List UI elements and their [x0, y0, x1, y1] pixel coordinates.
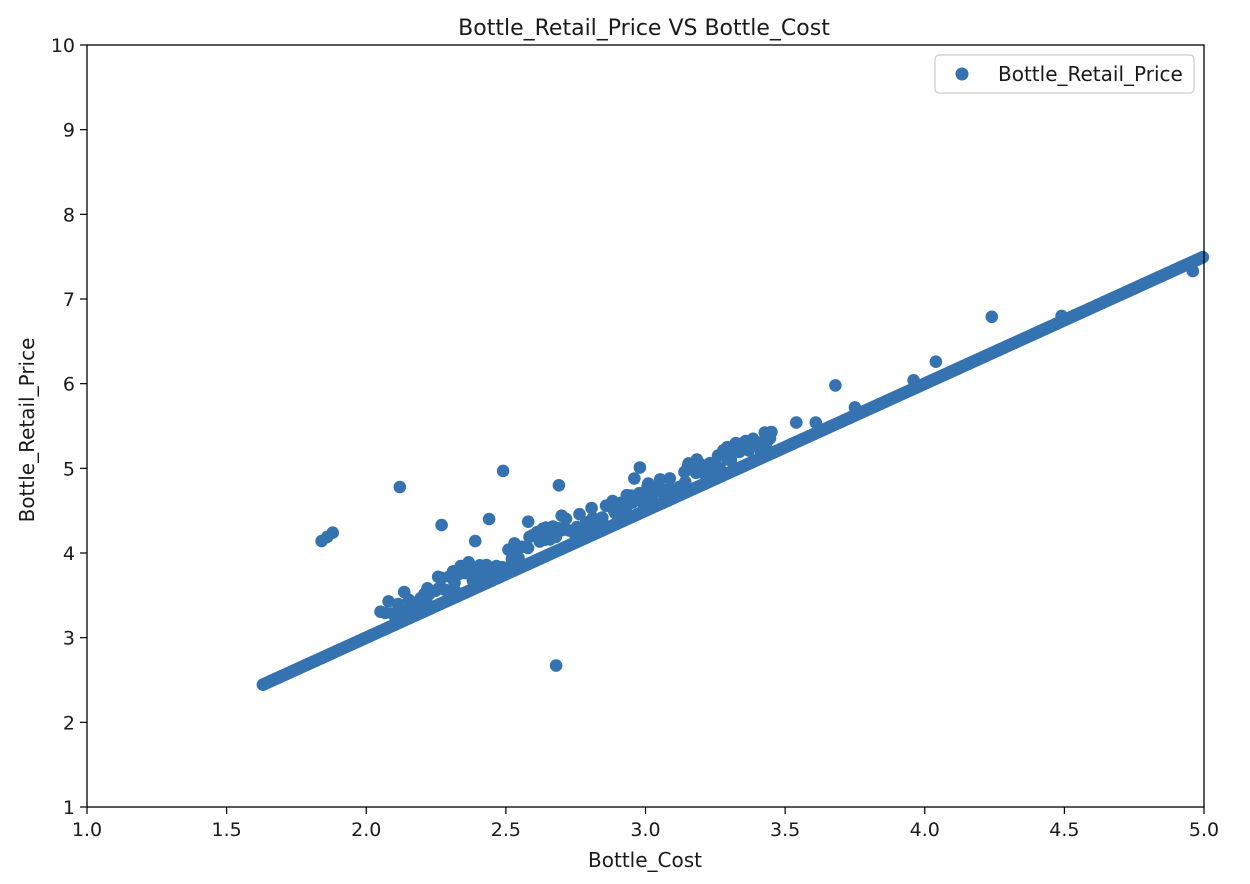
outlier-point	[628, 472, 641, 485]
outlier-point	[985, 310, 999, 324]
outlier-point	[1186, 264, 1200, 278]
outlier-point	[326, 526, 340, 539]
x-axis: 1.0 1.5 2.0 2.5 3.0 3.5 4.0 4.5 5.0	[72, 807, 1219, 841]
x-tick-label: 1.0	[72, 819, 102, 841]
outlier-point	[435, 518, 448, 532]
data-points	[256, 250, 1210, 691]
outlier-point	[723, 447, 736, 461]
y-tick-label: 8	[63, 204, 75, 226]
data-point	[512, 551, 525, 565]
outlier-point	[535, 525, 549, 539]
y-tick-label: 6	[63, 374, 75, 396]
outlier-point	[496, 464, 510, 478]
y-tick-label: 7	[63, 289, 75, 311]
outlier-point	[468, 534, 482, 548]
outlier-point	[1055, 309, 1068, 323]
data-point	[1196, 250, 1210, 264]
y-tick-label: 2	[63, 712, 75, 734]
y-tick-label: 3	[63, 628, 75, 650]
outlier-point	[482, 512, 496, 526]
data-point	[663, 472, 677, 485]
outlier-point	[521, 515, 535, 528]
x-tick-label: 3.0	[630, 819, 660, 841]
y-tick-label: 1	[63, 797, 75, 819]
outlier-point	[555, 522, 568, 535]
data-point	[521, 541, 535, 555]
y-axis: 1 2 3 4 5 6 7 8 9 10	[51, 35, 87, 819]
outlier-point	[552, 479, 566, 492]
legend-marker	[955, 67, 969, 81]
plot-frame	[86, 44, 1205, 808]
data-point	[713, 462, 727, 475]
outlier-point	[809, 416, 823, 429]
x-tick-label: 3.5	[770, 819, 800, 841]
x-tick-label: 4.5	[1049, 819, 1079, 841]
outlier-point	[790, 416, 803, 429]
y-tick-label: 4	[63, 543, 75, 565]
data-point	[500, 561, 513, 575]
outlier-point	[750, 437, 764, 451]
y-tick-label: 9	[63, 120, 75, 142]
y-tick-label: 10	[51, 35, 75, 57]
outlier-point	[633, 461, 647, 474]
legend: Bottle_Retail_Price	[934, 54, 1195, 94]
x-axis-label: Bottle_Cost	[588, 848, 702, 872]
data-point	[585, 501, 598, 515]
legend-box	[934, 54, 1195, 94]
outlier-point	[393, 480, 407, 494]
y-axis-label: Bottle_Retail_Price	[15, 338, 39, 523]
outlier-point	[711, 449, 725, 462]
outlier-point	[848, 401, 862, 414]
legend-label: Bottle_Retail_Price	[998, 62, 1183, 86]
outlier-point	[642, 477, 655, 490]
x-tick-label: 2.0	[351, 819, 381, 841]
y-tick-label: 5	[63, 458, 75, 480]
outlier-point	[907, 374, 920, 387]
data-point	[596, 511, 609, 524]
chart-title: Bottle_Retail_Price VS Bottle_Cost	[458, 16, 830, 41]
data-point	[763, 432, 777, 445]
data-point	[382, 595, 395, 608]
outlier-point	[549, 659, 563, 672]
outlier-point	[829, 379, 842, 392]
outlier-point	[555, 509, 568, 522]
outlier-point	[929, 355, 943, 369]
x-tick-label: 5.0	[1189, 819, 1219, 841]
data-point	[678, 475, 692, 489]
x-tick-label: 2.5	[491, 819, 521, 841]
x-tick-label: 1.5	[212, 819, 242, 841]
x-tick-label: 4.0	[910, 819, 940, 841]
